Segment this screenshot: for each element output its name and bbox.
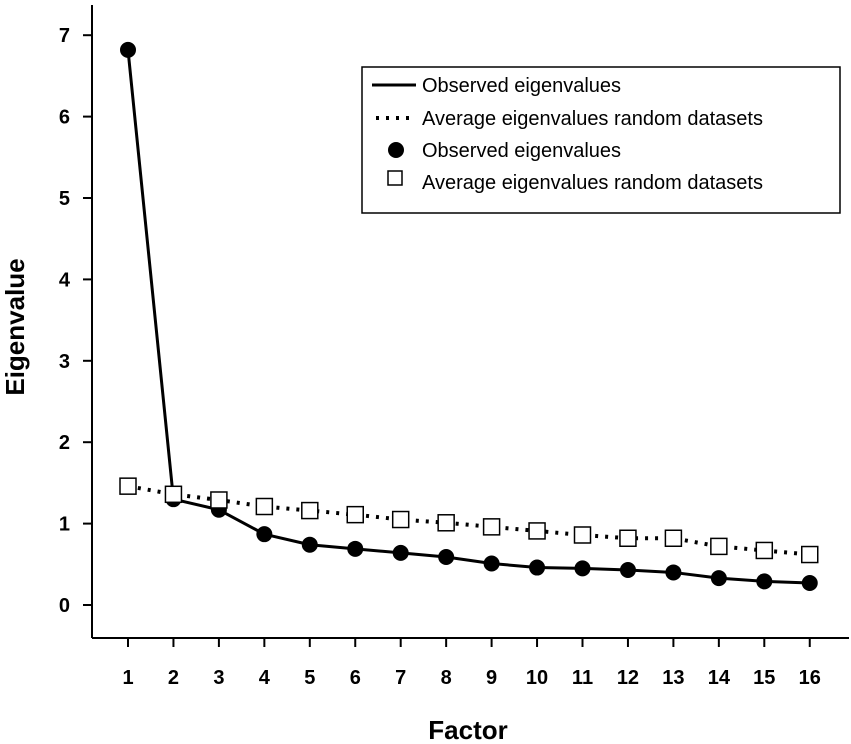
chart-legend: Observed eigenvalues Average eigenvalues… — [361, 66, 841, 214]
x-tick-label: 9 — [486, 667, 497, 689]
y-tick-label: 0 — [59, 595, 70, 617]
random-eigenvalue-point — [437, 514, 455, 532]
random-eigenvalue-point — [301, 501, 319, 520]
legend-box — [361, 66, 841, 214]
x-tick-label: 10 — [526, 667, 548, 689]
series-markers — [119, 41, 819, 592]
random-eigenvalue-point — [164, 485, 183, 504]
observed-eigenvalue-point — [483, 555, 500, 572]
y-tick-label: 5 — [59, 188, 70, 210]
y-tick-label: 4 — [59, 269, 71, 291]
legend-open-square-symbol — [387, 170, 403, 186]
x-tick-label: 2 — [168, 667, 179, 689]
random-eigenvalue-point — [755, 541, 774, 560]
random-eigenvalue-point — [619, 529, 637, 548]
x-tick-label: 7 — [395, 667, 406, 689]
x-tick-label: 16 — [799, 667, 821, 689]
random-eigenvalue-point — [482, 518, 501, 536]
observed-eigenvalue-point — [392, 544, 409, 561]
random-eigenvalue-point — [119, 477, 137, 495]
series-lines — [126, 49, 810, 585]
observed-eigenvalue-point — [801, 575, 818, 592]
observed-eigenvalue-point — [710, 570, 727, 587]
observed-eigenvalue-point — [438, 548, 455, 565]
x-tick-label: 13 — [662, 667, 684, 689]
legend-label-random-line: Average eigenvalues random datasets — [422, 108, 763, 130]
y-tick-label: 3 — [59, 351, 70, 373]
random-eigenvalue-point — [391, 510, 410, 529]
x-axis-title: Factor — [428, 715, 507, 744]
y-tick-label: 7 — [59, 25, 70, 47]
observed-eigenvalue-point — [665, 564, 682, 581]
random-eigenvalue-point — [210, 491, 228, 509]
observed-eigenvalue-point — [120, 41, 136, 58]
observed-eigenvalue-point — [619, 561, 636, 578]
random-eigenvalue-point — [710, 537, 728, 556]
x-tick-label: 8 — [441, 667, 452, 689]
x-tick-label: 4 — [259, 667, 271, 689]
random-eigenvalue-point — [664, 529, 683, 548]
x-tick-label: 12 — [617, 667, 639, 689]
random-eigenvalues-line — [127, 484, 810, 557]
observed-eigenvalue-point — [256, 526, 273, 543]
legend-label-observed-marker: Observed eigenvalues — [422, 140, 621, 162]
random-eigenvalue-point — [573, 526, 592, 544]
random-eigenvalue-point — [346, 505, 364, 524]
random-eigenvalue-point — [801, 545, 819, 564]
observed-eigenvalue-point — [529, 559, 546, 576]
y-tick-label: 6 — [59, 107, 70, 129]
legend-label-observed-line: Observed eigenvalues — [422, 75, 621, 97]
x-tick-label: 5 — [304, 667, 315, 689]
y-tick-label: 1 — [59, 514, 70, 536]
observed-eigenvalue-point — [756, 573, 773, 590]
y-tick-label: 2 — [59, 432, 70, 454]
legend-label-random-marker: Average eigenvalues random datasets — [422, 172, 763, 194]
x-tick-label: 3 — [213, 667, 224, 689]
y-axis-ticks: 0 1 2 3 4 5 6 7 — [59, 25, 92, 617]
observed-eigenvalue-point — [574, 560, 591, 577]
observed-eigenvalue-point — [347, 540, 364, 557]
observed-eigenvalue-point — [301, 536, 318, 553]
legend-filled-circle-symbol — [388, 142, 404, 158]
x-axis-ticks: 1 2 3 4 5 6 7 8 9 10 11 12 13 14 15 16 — [122, 638, 821, 689]
x-tick-label: 11 — [572, 667, 593, 689]
x-tick-label: 14 — [708, 667, 731, 689]
y-axis-title: Eigenvalue — [0, 258, 30, 395]
observed-eigenvalues-line — [126, 49, 810, 585]
random-eigenvalue-point — [255, 497, 274, 516]
random-eigenvalue-point — [528, 522, 546, 540]
x-tick-label: 1 — [122, 667, 133, 689]
x-tick-label: 15 — [753, 667, 775, 689]
x-tick-label: 6 — [350, 667, 361, 689]
